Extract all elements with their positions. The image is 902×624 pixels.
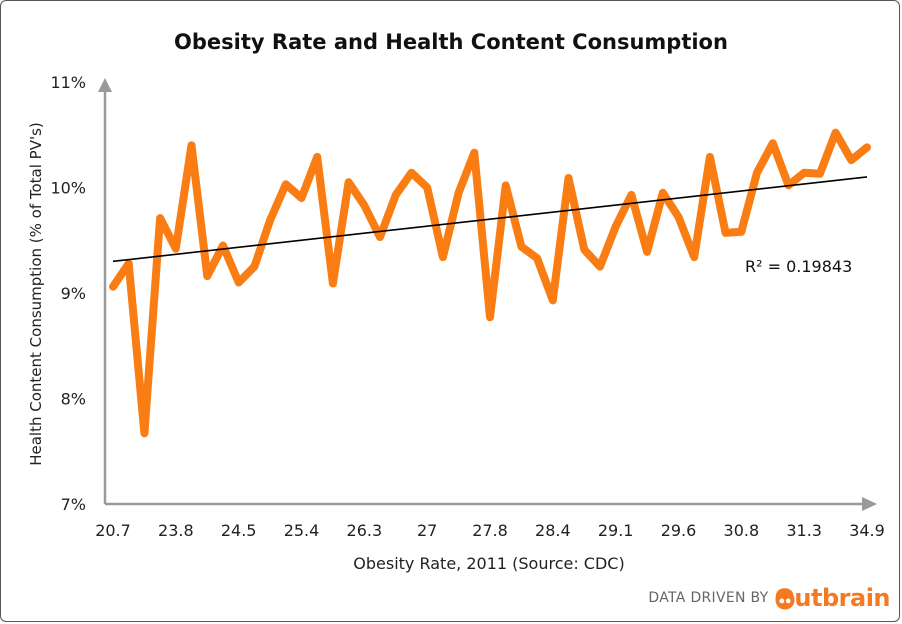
x-tick-label: 24.5 [221, 521, 257, 540]
chart-title: Obesity Rate and Health Content Consumpt… [174, 30, 728, 54]
series-line [109, 128, 871, 438]
x-axis-arrow [862, 497, 877, 511]
footer-credit: DATA DRIVEN BY Outbrain [648, 584, 890, 612]
outbrain-face-icon [774, 590, 795, 610]
x-tick-label: 23.8 [158, 521, 194, 540]
y-tick-label: 7% [61, 495, 86, 514]
y-axis-arrow [98, 78, 112, 92]
x-tick-label: 34.9 [849, 521, 885, 540]
x-tick-label: 29.6 [661, 521, 697, 540]
x-tick-label: 25.4 [284, 521, 320, 540]
r-squared-label: R² = 0.19843 [745, 257, 852, 276]
x-tick-label: 30.8 [724, 521, 760, 540]
x-axis-label: Obesity Rate, 2011 (Source: CDC) [353, 554, 624, 573]
x-tick-label: 20.7 [95, 521, 131, 540]
outbrain-logo: Outbrain [774, 584, 891, 612]
y-tick-label: 10% [50, 179, 86, 198]
x-tick-label: 31.3 [786, 521, 822, 540]
x-tick-label: 27 [417, 521, 437, 540]
x-tick-label: 29.1 [598, 521, 634, 540]
y-tick-label: 8% [61, 390, 86, 409]
y-axis-label: Health Content Consumption (% of Total P… [27, 122, 45, 466]
y-tick-label: 9% [61, 284, 86, 303]
x-tick-label: 28.4 [535, 521, 571, 540]
y-tick-label: 11% [50, 73, 86, 92]
x-tick-label: 26.3 [347, 521, 383, 540]
footer-prefix: DATA DRIVEN BY [648, 590, 769, 606]
trendline [112, 176, 868, 263]
x-tick-label: 27.8 [472, 521, 508, 540]
